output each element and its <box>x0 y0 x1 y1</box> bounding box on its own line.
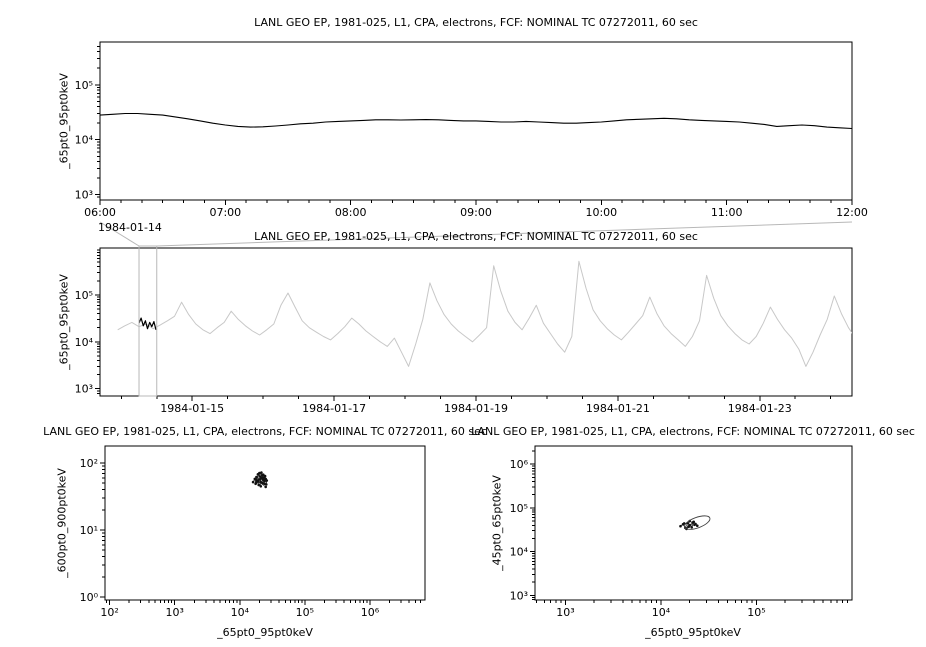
svg-text:1984-01-19: 1984-01-19 <box>444 402 508 415</box>
series-highlighted-interval <box>138 317 157 330</box>
svg-text:10⁵: 10⁵ <box>296 606 314 619</box>
plot-frame <box>104 445 426 601</box>
svg-text:12:00: 12:00 <box>836 206 868 219</box>
y-axis-ticks: 10⁰ 10¹ 10² <box>80 457 105 604</box>
series-layer <box>251 471 269 489</box>
svg-text:10³: 10³ <box>75 383 93 396</box>
panel3-title: LANL GEO EP, 1981-025, L1, CPA, electron… <box>43 425 487 438</box>
series-flux-correlation-cluster <box>251 471 269 489</box>
svg-text:08:00: 08:00 <box>335 206 367 219</box>
x-axis-ticks: 06:00 07:00 08:00 09:00 10:00 11:00 12:00 <box>84 200 868 219</box>
svg-text:1984-01-17: 1984-01-17 <box>302 402 366 415</box>
panel-ts-zoom[interactable]: 06:00 07:00 08:00 09:00 10:00 11:00 12:0010³10… <box>75 41 868 219</box>
y-axis-ticks: 10³ 10⁴ 10⁵ 10⁶ <box>510 450 535 602</box>
svg-text:10⁵: 10⁵ <box>75 79 93 92</box>
svg-text:10⁴: 10⁴ <box>75 336 94 349</box>
svg-text:1984-01-23: 1984-01-23 <box>728 402 792 415</box>
panel3-x-axis-label: _65pt0_95pt0keV <box>217 626 313 639</box>
svg-text:06:00: 06:00 <box>84 206 116 219</box>
svg-text:09:00: 09:00 <box>460 206 492 219</box>
panel3-y-axis-label: _600pt0_900pt0keV <box>55 468 69 578</box>
svg-text:1984-01-15: 1984-01-15 <box>160 402 224 415</box>
panel-scatter-45-65[interactable]: 10³ 10⁴ 10⁵ 10³ 10⁴ 10⁵ 10⁶ <box>510 445 853 619</box>
svg-text:10³: 10³ <box>556 606 574 619</box>
panel2-y-axis-label: _65pt0_95pt0keV <box>57 274 71 370</box>
svg-text:10:00: 10:00 <box>585 206 617 219</box>
panel1-start-date-label: 1984-01-14 <box>98 221 162 234</box>
panel1-title: LANL GEO EP, 1981-025, L1, CPA, electron… <box>254 16 698 29</box>
svg-text:10⁴: 10⁴ <box>510 546 529 559</box>
svg-text:11:00: 11:00 <box>711 206 743 219</box>
svg-text:10¹: 10¹ <box>80 524 98 537</box>
y-axis-ticks: 10³ 10⁴ 10⁵ <box>75 249 100 396</box>
svg-text:10⁴: 10⁴ <box>75 134 94 147</box>
panel2-title: LANL GEO EP, 1981-025, L1, CPA, electron… <box>254 230 698 243</box>
series-correlation-loop <box>684 515 711 530</box>
panel4-y-axis-label: _45pt0_65pt0keV <box>490 475 504 571</box>
x-axis-ticks: 10² 10³ 10⁴ 10⁵ 10⁶ <box>100 600 422 619</box>
panel-ts-overview[interactable]: 1984-01-15 1984-01-17 1984-01-19 1984-01-21… <box>75 247 856 415</box>
svg-text:10³: 10³ <box>75 189 93 202</box>
svg-text:10⁶: 10⁶ <box>361 606 380 619</box>
x-axis-ticks: 1984-01-15 1984-01-17 1984-01-19 1984-01-21… <box>120 396 832 415</box>
x-axis-ticks: 10³ 10⁴ 10⁵ <box>536 600 849 619</box>
svg-text:10³: 10³ <box>510 589 528 602</box>
svg-text:10²: 10² <box>80 457 98 470</box>
svg-text:10⁴: 10⁴ <box>652 606 671 619</box>
svg-text:10³: 10³ <box>165 606 183 619</box>
panel4-x-axis-label: _65pt0_95pt0keV <box>645 626 741 639</box>
svg-text:10²: 10² <box>100 606 118 619</box>
series-layer <box>679 515 711 531</box>
series-electron-flux-65-95keV <box>100 112 852 130</box>
plot-frame <box>99 247 853 397</box>
series-layer <box>117 260 852 367</box>
svg-text:10⁶: 10⁶ <box>510 458 529 471</box>
panel-scatter-600-900[interactable]: 10² 10³ 10⁴ 10⁵ 10⁶ 10⁰ 10¹ 10² <box>80 445 426 619</box>
svg-text:1984-01-21: 1984-01-21 <box>586 402 650 415</box>
context-zoom-link[interactable] <box>99 221 853 397</box>
svg-text:10⁵: 10⁵ <box>747 606 765 619</box>
svg-text:10⁴: 10⁴ <box>231 606 250 619</box>
plot-frame <box>534 445 853 601</box>
svg-text:10⁵: 10⁵ <box>510 502 528 515</box>
series-layer <box>100 112 852 130</box>
y-axis-ticks: 10³ 10⁴ 10⁵ <box>75 45 100 202</box>
panel4-title: LANL GEO EP, 1981-025, L1, CPA, electron… <box>471 425 915 438</box>
svg-text:10⁵: 10⁵ <box>75 289 93 302</box>
series-overview-flux <box>117 260 852 367</box>
svg-text:07:00: 07:00 <box>209 206 241 219</box>
panel1-y-axis-label: _65pt0_95pt0keV <box>57 73 71 169</box>
svg-text:10⁰: 10⁰ <box>80 591 99 604</box>
